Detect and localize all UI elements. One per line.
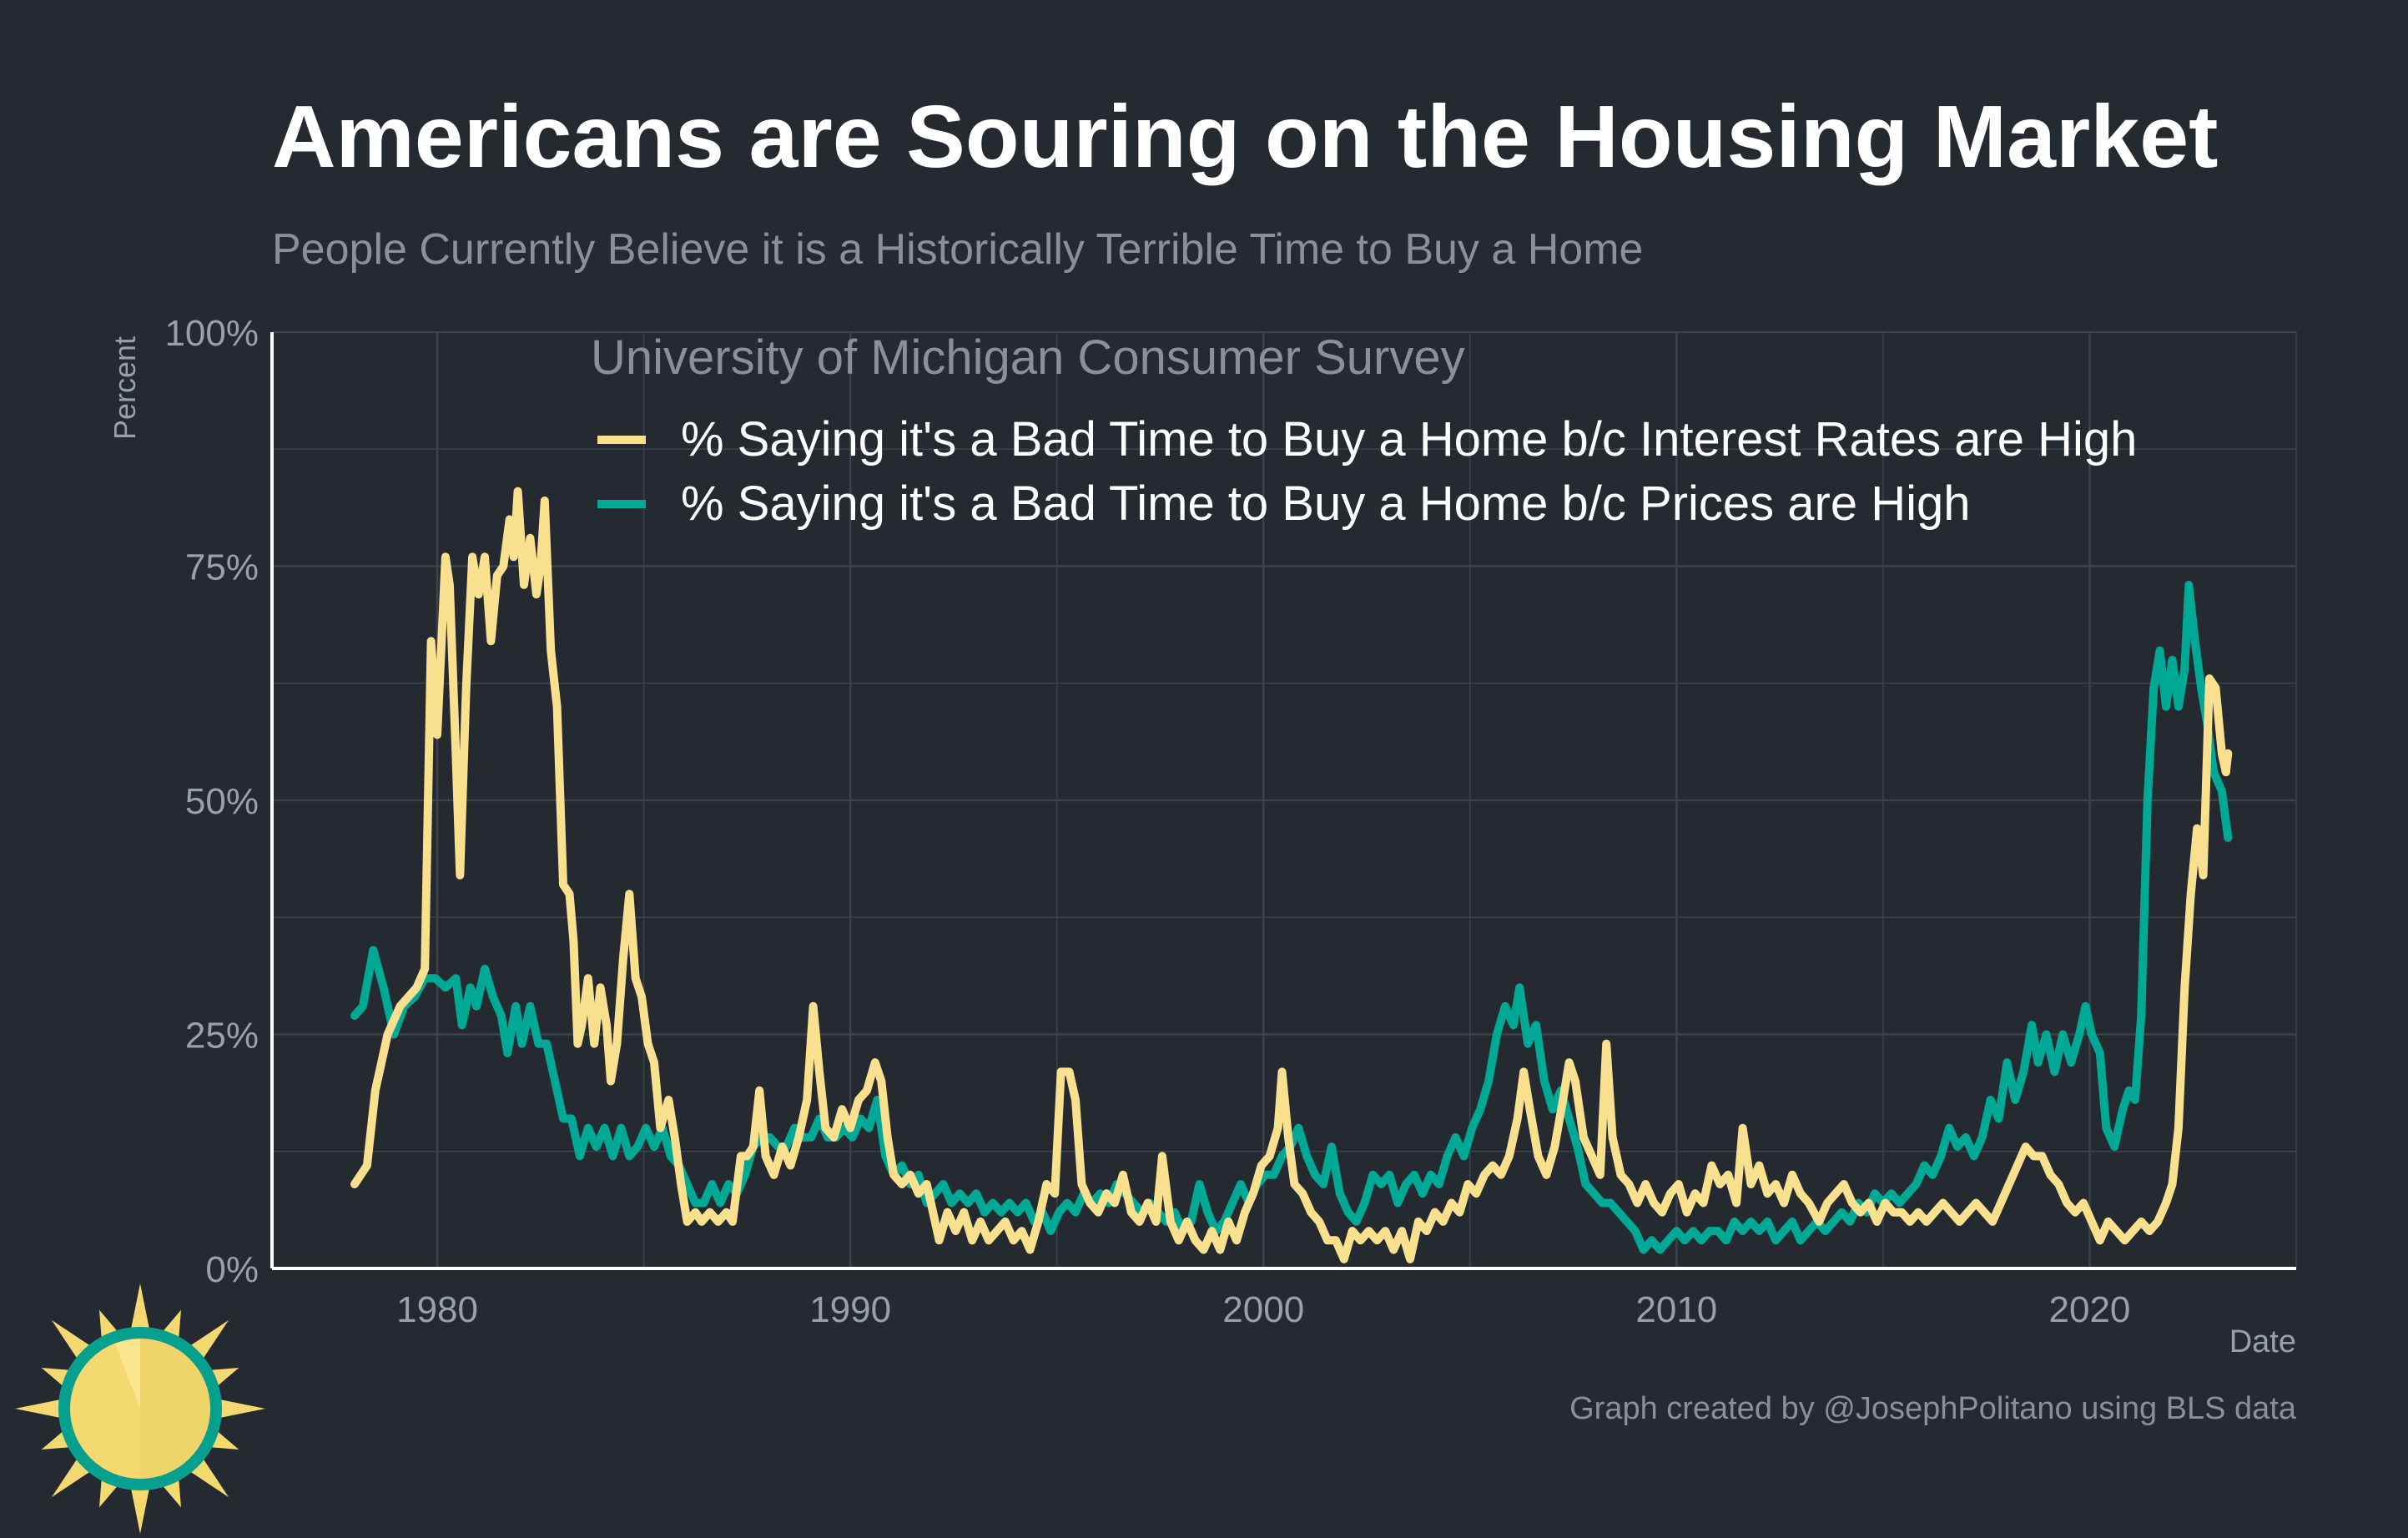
series-line-interest-rates xyxy=(350,487,2233,1263)
sun-ray-icon xyxy=(130,1283,150,1333)
chart-subtitle: People Currently Believe it is a Histori… xyxy=(272,225,1643,274)
x-tick-label: 2020 xyxy=(2049,1289,2131,1330)
y-tick-label: 100% xyxy=(164,313,259,354)
x-tick-label: 1980 xyxy=(396,1289,478,1330)
x-tick-labels: 1980 1990 2000 2010 2020 xyxy=(396,1289,2130,1330)
chart-title: Americans are Souring on the Housing Mar… xyxy=(272,88,2218,186)
x-tick-label: 1990 xyxy=(809,1289,891,1330)
x-tick-label: 2000 xyxy=(1222,1289,1304,1330)
legend-label-rates: % Saying it's a Bad Time to Buy a Home b… xyxy=(681,412,2137,466)
chart-caption: Graph created by @JosephPolitano using B… xyxy=(1569,1391,2297,1426)
y-tick-label: 0% xyxy=(205,1249,259,1290)
y-tick-label: 25% xyxy=(185,1016,259,1056)
y-axis-title: Percent xyxy=(108,336,142,440)
sun-highlight-icon xyxy=(115,1339,140,1409)
logo-sun-icon xyxy=(15,1283,265,1534)
series-lines xyxy=(350,487,2233,1263)
legend-title: University of Michigan Consumer Survey xyxy=(591,330,1465,385)
y-tick-label: 75% xyxy=(185,547,259,588)
sun-ray-icon xyxy=(15,1399,64,1419)
y-tick-label: 50% xyxy=(185,781,259,822)
sun-ray-icon xyxy=(130,1485,150,1534)
legend: University of Michigan Consumer Survey %… xyxy=(591,330,2137,531)
sun-ray-icon xyxy=(216,1399,265,1419)
x-tick-label: 2010 xyxy=(1635,1289,1717,1330)
y-tick-labels: 0% 25% 50% 75% 100% xyxy=(164,313,259,1290)
legend-label-prices: % Saying it's a Bad Time to Buy a Home b… xyxy=(681,477,1971,531)
x-axis-title: Date xyxy=(2229,1324,2296,1359)
sun-shade-icon xyxy=(140,1339,210,1479)
